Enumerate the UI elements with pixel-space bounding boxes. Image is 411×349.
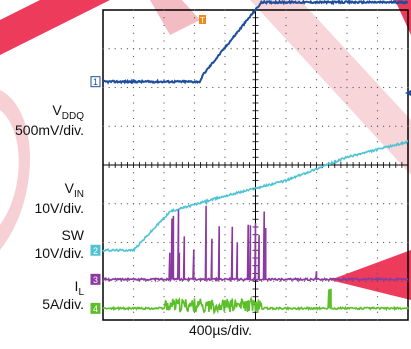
il-scale: 5A/div.: [42, 296, 84, 312]
vin-scale: 10V/div.: [34, 200, 84, 216]
channel-marker-4: 4: [90, 302, 101, 314]
vin-label: VIN: [64, 180, 84, 200]
channel-marker-2: 2: [90, 244, 101, 256]
channel-marker-label: 2: [93, 246, 98, 256]
channel-marker-1: 1: [90, 76, 101, 88]
channel-marker-label: 3: [93, 275, 98, 285]
trace-il: [102, 288, 409, 315]
watermark: [0, 0, 411, 300]
vddq-scale: 500mV/div.: [15, 122, 84, 138]
channel-marker-label: 1: [93, 77, 98, 87]
trace-vddq: [102, 0, 409, 85]
channel-marker-3: 3: [90, 273, 101, 285]
x-scale-label: 400µs/div.: [188, 322, 253, 338]
right-arrow-icon: [405, 90, 411, 96]
channel-markers: 1 2 3 4: [90, 76, 101, 314]
trigger-marker: T: [199, 15, 206, 25]
sw-label: SW: [61, 227, 84, 243]
channel-marker-label: 4: [93, 304, 98, 314]
vddq-label: VDDQ: [52, 102, 84, 122]
il-label: IL: [74, 278, 84, 298]
traces: [102, 0, 409, 315]
sw-scale: 10V/div.: [34, 245, 84, 261]
trigger-marker-label: T: [200, 16, 205, 25]
trace-vin: [102, 140, 409, 253]
trace-sw: [102, 205, 409, 283]
